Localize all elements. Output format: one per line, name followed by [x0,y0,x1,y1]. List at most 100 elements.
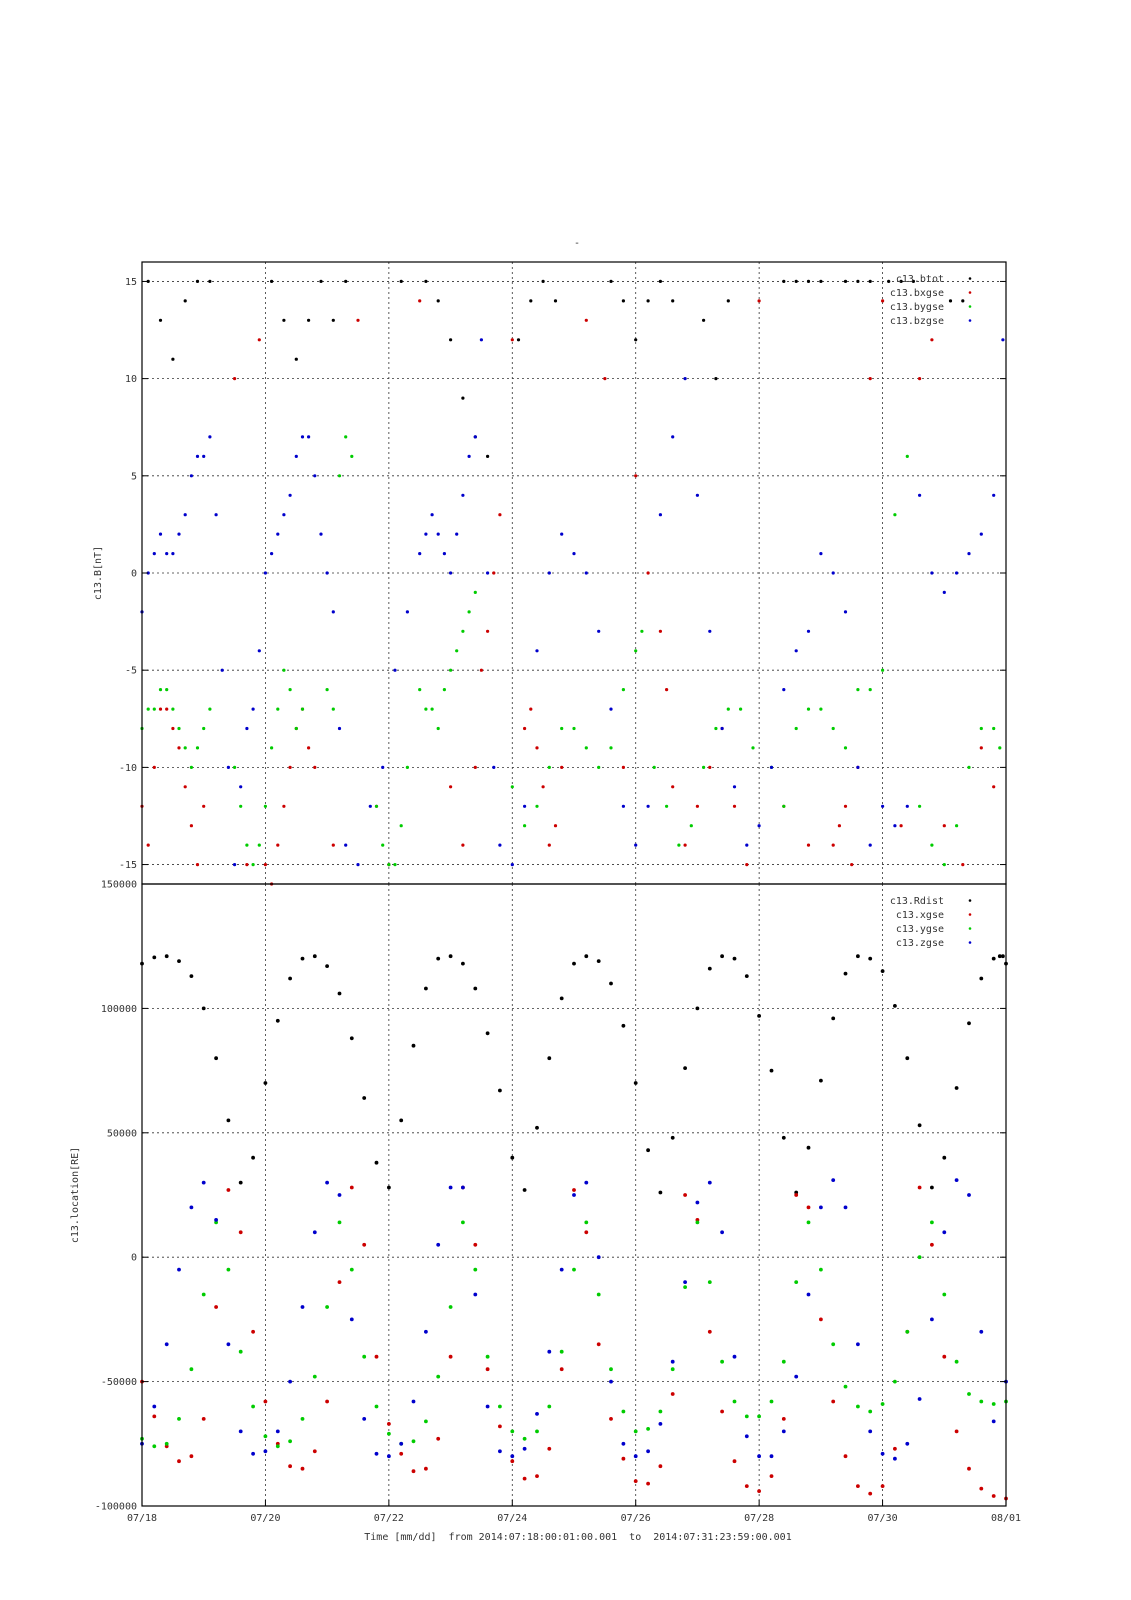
data-point [584,954,589,959]
data-point [486,571,490,575]
data-point [850,863,854,867]
data-point [646,1427,650,1431]
data-point [726,707,730,711]
data-point [633,1429,638,1434]
data-point [349,1317,354,1322]
panel-1-yticks: -100000 -50000 0 50000 100000 150000 [95,880,1006,1513]
data-point [399,824,403,828]
data-point [523,804,527,808]
data-point [208,279,212,283]
data-point [436,1242,441,1247]
series-c13-bygse [140,435,1002,867]
data-point [584,571,588,575]
data-point [461,493,465,497]
data-point [171,707,175,711]
data-point [658,1464,663,1469]
data-point [337,1193,342,1197]
data-point [202,454,206,458]
data-point [331,843,335,847]
data-point [942,1230,947,1235]
data-point [893,1004,897,1008]
data-point [547,765,551,770]
data-point [806,1205,811,1210]
data-point [152,1404,157,1409]
data-point [991,1402,996,1406]
data-point [1001,954,1005,959]
data-point [634,474,638,478]
data-point [516,338,521,342]
data-point [609,1417,613,1421]
data-point [547,1446,552,1451]
data-point [695,804,700,808]
data-point [868,1429,873,1434]
data-point [177,726,181,731]
data-point [344,843,348,847]
data-point [461,843,465,847]
data-point [819,1267,823,1272]
data-point [251,1404,256,1409]
data-point [905,1441,910,1446]
data-point [726,299,730,303]
data-point [992,785,996,789]
data-point [769,1474,774,1478]
data-point [609,981,613,986]
data-point [158,707,163,711]
data-point [819,707,823,711]
data-point [245,726,249,731]
data-point [195,279,200,283]
data-point [670,1359,675,1364]
data-point [523,824,527,828]
data-point [399,1118,404,1123]
data-point [424,532,428,536]
data-point [905,1329,910,1334]
data-point [337,1280,342,1284]
data-point [183,513,187,517]
data-point [720,954,724,959]
data-point [553,824,558,828]
data-point [998,746,1002,750]
data-point [806,629,811,633]
data-point [831,1399,836,1404]
data-point [720,1409,724,1414]
data-point [905,454,909,458]
data-point [979,1486,984,1491]
data-point [572,1267,576,1272]
data-point [177,1267,181,1272]
data-point [831,1178,836,1182]
data-point [436,956,441,961]
data-point [399,1441,404,1446]
panel-0-grid [142,262,1006,884]
data-point [294,726,298,731]
data-point [609,746,613,750]
data-point [189,1454,194,1459]
data-point [745,843,749,847]
data-point [917,1123,922,1128]
data-point [596,1255,601,1260]
y-tick-label: 0 [131,569,137,580]
data-point [208,707,212,711]
data-point [868,843,872,847]
x-tick-label: 08/01 [991,1513,1021,1524]
data-point [152,765,156,770]
data-point [856,688,860,692]
data-point [275,1018,280,1023]
data-point [634,649,638,653]
data-point [158,532,163,536]
data-point [856,765,860,770]
data-point [288,1464,292,1469]
data-point [905,804,909,808]
data-point [325,964,329,968]
data-point [522,1436,527,1441]
data-point [559,1349,564,1354]
data-point [831,1342,836,1347]
data-point [312,1374,317,1379]
data-point [856,1484,860,1488]
data-point [584,318,588,322]
data-point [967,765,971,770]
panel-1-ylabel: c13.location[RE] [70,1147,81,1243]
data-point [288,765,292,770]
data-point [621,688,626,692]
data-point [319,532,323,536]
data-point [547,843,551,847]
data-point [486,629,490,633]
